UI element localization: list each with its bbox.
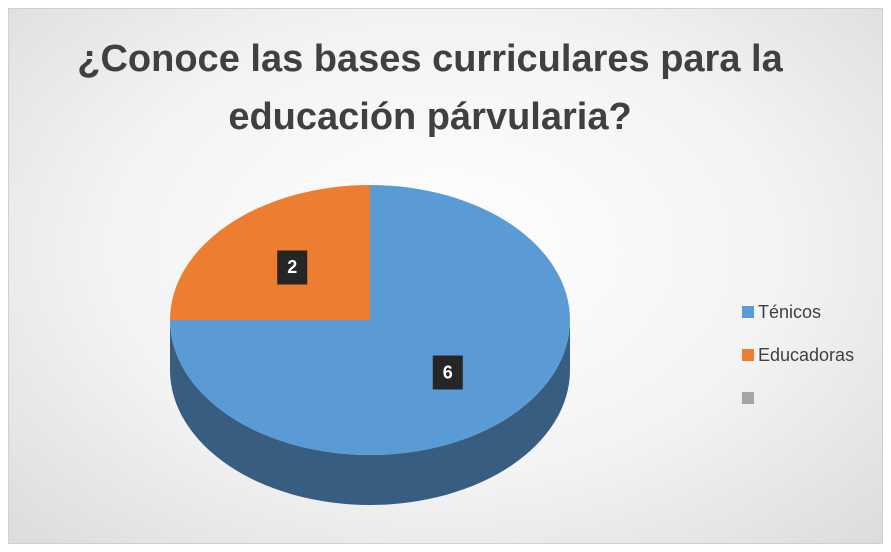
- data-label-box: [277, 250, 308, 285]
- data-label-box: [432, 355, 463, 390]
- chart-title: ¿Conoce las bases curriculares para la e…: [77, 38, 783, 138]
- data-label: 2: [287, 257, 297, 277]
- legend-label: Ténicos: [758, 302, 821, 322]
- legend-swatch: [742, 349, 754, 361]
- legend-swatch: [742, 392, 754, 404]
- pie-slice: [170, 185, 370, 320]
- pie-side: [170, 320, 570, 505]
- legend-swatch: [742, 306, 754, 318]
- data-label: 6: [443, 362, 453, 382]
- legend-label: Educadoras: [758, 345, 854, 365]
